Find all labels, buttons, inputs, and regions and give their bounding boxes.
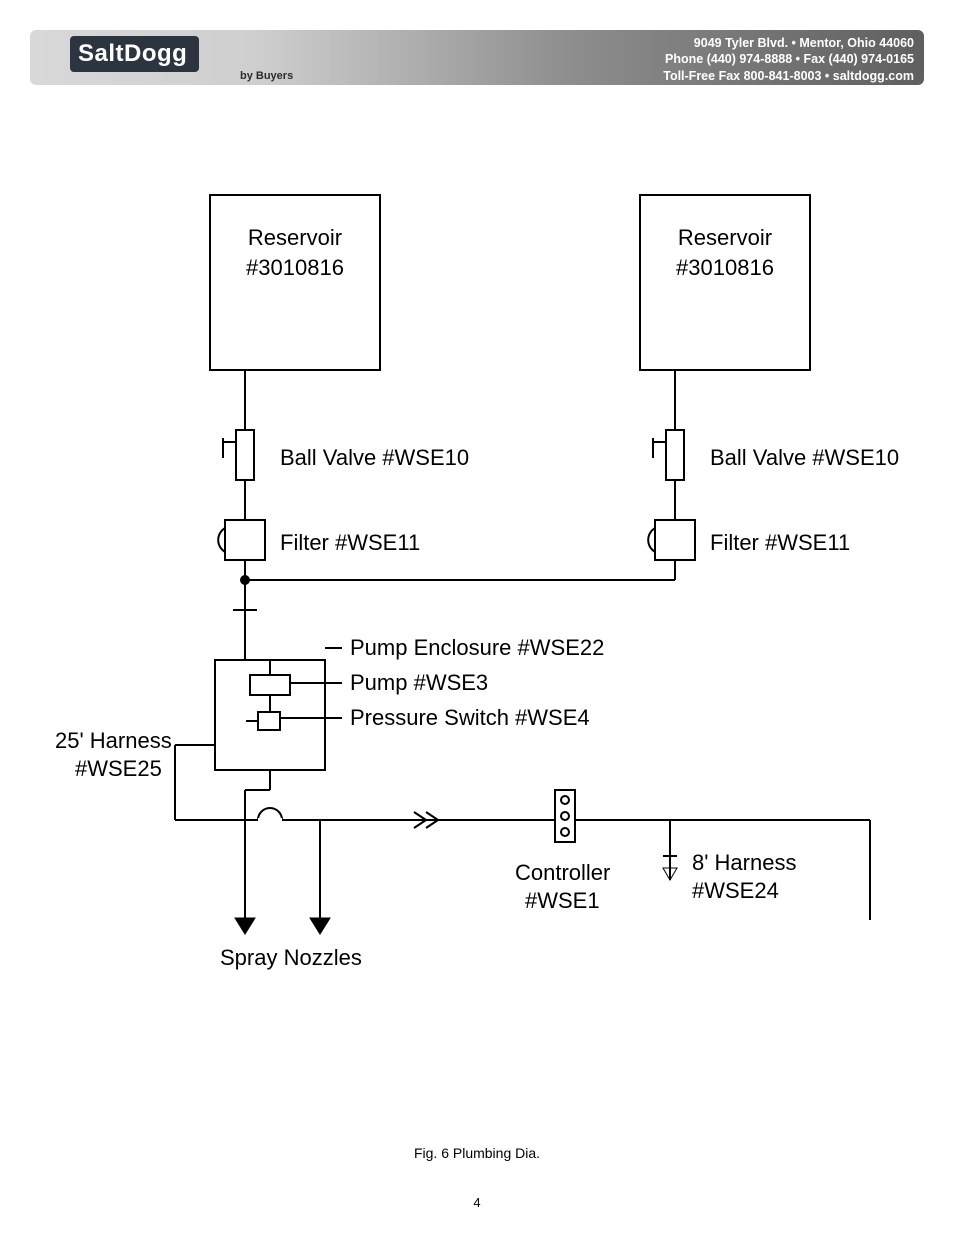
- svg-text:Controller: Controller: [515, 860, 610, 885]
- svg-text:#3010816: #3010816: [246, 255, 344, 280]
- svg-text:Pump Enclosure #WSE22: Pump Enclosure #WSE22: [350, 635, 604, 660]
- svg-text:Filter #WSE11: Filter #WSE11: [710, 530, 850, 555]
- svg-text:#WSE1: #WSE1: [525, 888, 600, 913]
- svg-text:#3010816: #3010816: [676, 255, 774, 280]
- plumbing-diagram: Reservoir #3010816 Reservoir #3010816 Ball V…: [0, 0, 954, 1235]
- svg-text:Ball Valve #WSE10: Ball Valve #WSE10: [280, 445, 469, 470]
- svg-text:25' Harness: 25' Harness: [55, 728, 172, 753]
- svg-text:Pump #WSE3: Pump #WSE3: [350, 670, 488, 695]
- page-number: 4: [0, 1195, 954, 1210]
- figure-caption: Fig. 6 Plumbing Dia.: [0, 1145, 954, 1161]
- svg-text:Pressure Switch #WSE4: Pressure Switch #WSE4: [350, 705, 590, 730]
- svg-text:Reservoir: Reservoir: [678, 225, 772, 250]
- svg-text:Reservoir: Reservoir: [248, 225, 342, 250]
- svg-text:Filter #WSE11: Filter #WSE11: [280, 530, 420, 555]
- svg-text:Ball Valve #WSE10: Ball Valve #WSE10: [710, 445, 899, 470]
- svg-text:Spray Nozzles: Spray Nozzles: [220, 945, 362, 970]
- svg-text:8' Harness: 8' Harness: [692, 850, 796, 875]
- svg-text:#WSE25: #WSE25: [75, 756, 162, 781]
- svg-text:#WSE24: #WSE24: [692, 878, 779, 903]
